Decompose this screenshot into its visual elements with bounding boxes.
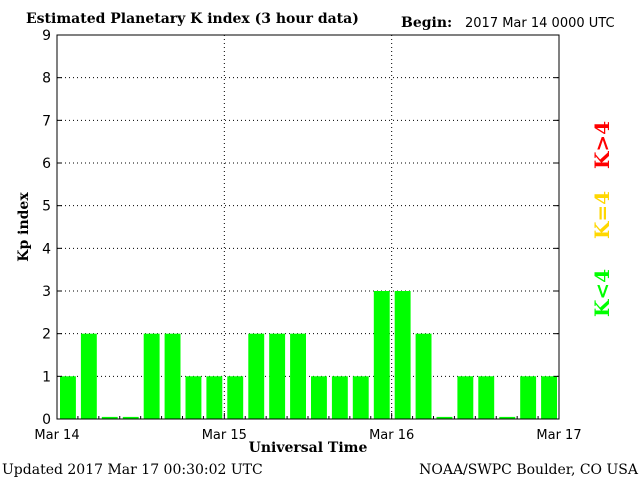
y-tick-label: 5 xyxy=(42,199,51,215)
x-tick-label: Mar 14 xyxy=(34,428,79,443)
legend-item: K>4 xyxy=(590,121,614,169)
y-tick-label: 1 xyxy=(42,369,51,385)
begin-label: Begin: xyxy=(401,15,452,31)
y-tick-label: 8 xyxy=(42,71,51,87)
grid-lines xyxy=(57,35,559,419)
bar-series xyxy=(60,291,557,419)
x-axis-label: Universal Time xyxy=(249,440,368,456)
x-axis-ticks: Mar 14 Mar 15 Mar 16 Mar 17 xyxy=(34,413,582,443)
begin-value: 2017 Mar 14 0000 UTC xyxy=(465,16,615,31)
y-tick-label: 4 xyxy=(42,241,51,257)
x-tick-label: Mar 16 xyxy=(369,428,414,443)
updated-timestamp: Updated 2017 Mar 17 00:30:02 UTC xyxy=(2,462,263,478)
kp-bar xyxy=(164,333,181,419)
kp-bar xyxy=(499,416,516,419)
kp-bar xyxy=(143,333,160,419)
kp-bar xyxy=(457,376,474,419)
y-axis-label: Kp index xyxy=(16,192,32,262)
kp-bar xyxy=(478,376,495,419)
kp-bar xyxy=(331,376,348,419)
y-tick-label: 6 xyxy=(42,156,51,172)
kp-bar xyxy=(520,376,537,419)
x-tick-label: Mar 17 xyxy=(536,428,581,443)
kp-bar xyxy=(206,376,223,419)
kp-bar xyxy=(269,333,286,419)
y-tick-label: 3 xyxy=(42,284,51,300)
legend-item: K<4 xyxy=(590,269,614,317)
kp-bar xyxy=(60,376,76,419)
kp-bar xyxy=(541,376,557,419)
kp-bar xyxy=(80,333,97,419)
y-tick-label: 2 xyxy=(42,327,51,343)
x-tick-label: Mar 15 xyxy=(202,428,247,443)
y-axis-ticks: 0 1 2 3 4 5 6 7 8 9 xyxy=(42,28,559,428)
legend-item: K=4 xyxy=(590,191,614,239)
kp-bar xyxy=(373,291,390,419)
source-credit: NOAA/SWPC Boulder, CO USA xyxy=(419,462,639,478)
plot-frame xyxy=(56,34,560,420)
kp-bar xyxy=(352,376,369,419)
y-tick-label: 9 xyxy=(42,28,51,44)
y-tick-label: 0 xyxy=(42,412,51,428)
kp-bar xyxy=(248,333,265,419)
y-tick-label: 7 xyxy=(42,113,51,129)
kp-bar xyxy=(101,416,118,419)
kp-bar xyxy=(185,376,202,419)
kp-bar xyxy=(394,291,411,419)
kp-bar xyxy=(227,376,244,419)
kp-bar xyxy=(436,416,453,419)
legend: K>4 K=4 K<4 xyxy=(590,121,614,317)
kp-bar xyxy=(122,416,139,419)
kp-bar xyxy=(311,376,327,419)
kp-bar xyxy=(415,333,432,419)
kp-bar xyxy=(290,333,306,419)
chart-title: Estimated Planetary K index (3 hour data… xyxy=(26,11,359,27)
